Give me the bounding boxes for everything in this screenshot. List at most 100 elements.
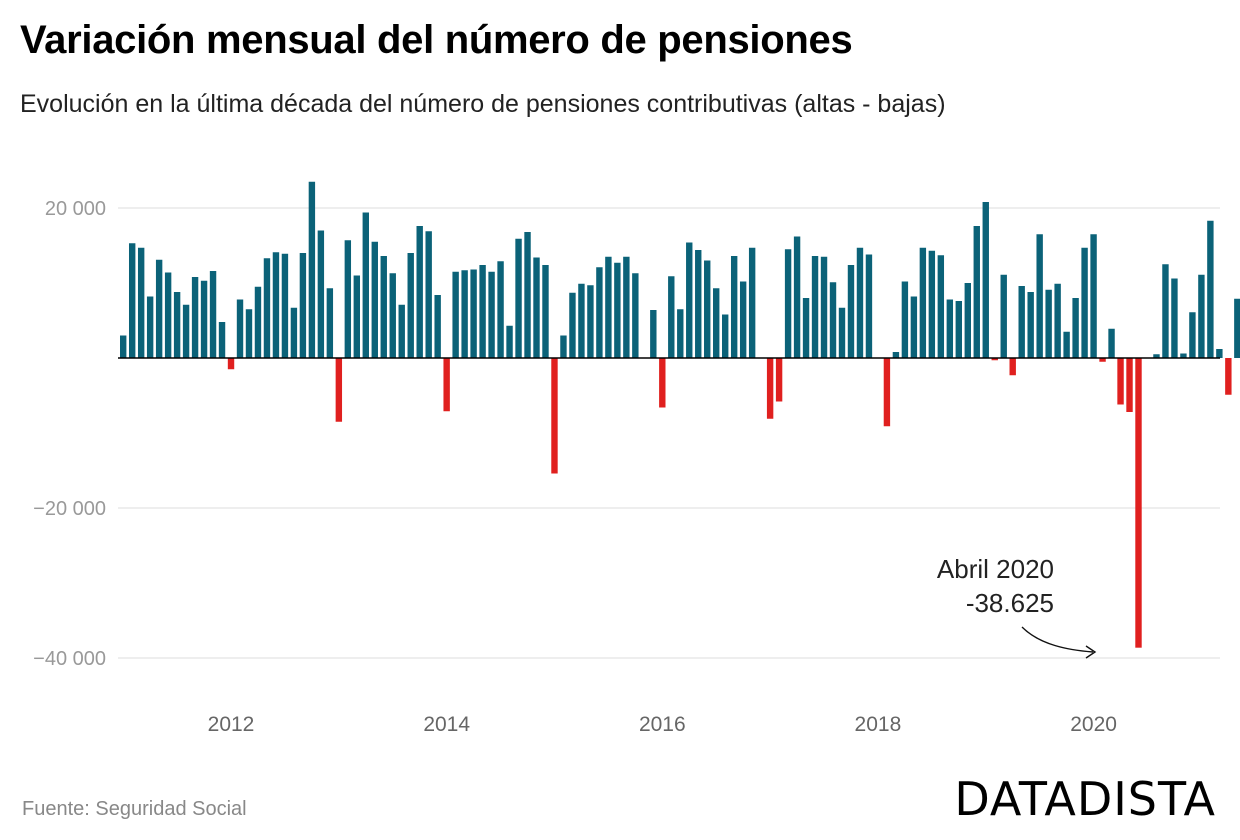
chart-subtitle: Evolución en la última década del número… xyxy=(20,90,946,118)
bar xyxy=(362,212,369,358)
bar xyxy=(263,258,271,358)
bar xyxy=(668,276,675,358)
bar xyxy=(146,296,154,358)
bar xyxy=(1171,278,1178,358)
bar xyxy=(1072,298,1079,358)
bar xyxy=(820,256,828,358)
brand-logo: DATADISTA xyxy=(954,772,1216,826)
bar xyxy=(335,358,343,422)
bar xyxy=(488,271,495,358)
bar xyxy=(137,247,145,358)
bar xyxy=(461,270,468,358)
x-tick-label: 2018 xyxy=(855,713,902,736)
annotation-arrowhead xyxy=(1085,645,1097,659)
gridlines xyxy=(118,207,1220,659)
bar xyxy=(371,241,378,358)
annotation-arrow xyxy=(1021,626,1094,653)
bar xyxy=(209,271,217,358)
bar xyxy=(560,335,567,358)
bar xyxy=(713,288,720,358)
bar xyxy=(605,256,612,358)
bar xyxy=(1234,298,1240,358)
bar xyxy=(434,295,441,358)
bar xyxy=(847,265,855,358)
bar xyxy=(1108,328,1115,358)
bar xyxy=(218,322,226,358)
bar xyxy=(739,281,747,358)
bar xyxy=(317,230,325,358)
bar xyxy=(686,242,693,358)
x-tick-label: 2014 xyxy=(423,713,470,736)
x-axis-ticks: 2012 2014 2016 2018 2020 xyxy=(208,713,1117,736)
bar xyxy=(353,275,361,358)
bar xyxy=(389,273,396,358)
bar xyxy=(245,309,253,358)
bar xyxy=(542,265,549,358)
bar xyxy=(416,226,423,358)
bar xyxy=(955,301,962,358)
bar xyxy=(793,236,801,358)
bar xyxy=(1207,220,1214,358)
bar xyxy=(1162,264,1169,358)
bar xyxy=(919,247,927,358)
bar xyxy=(704,260,711,358)
bar xyxy=(1018,286,1025,358)
bar xyxy=(425,231,432,358)
bar xyxy=(587,285,594,358)
bar xyxy=(407,253,414,358)
bar xyxy=(784,249,792,358)
bar xyxy=(470,269,477,358)
bar xyxy=(236,299,244,358)
bar xyxy=(308,181,316,358)
bar xyxy=(1009,358,1016,376)
bar xyxy=(1153,354,1160,358)
bar xyxy=(829,282,837,358)
bar xyxy=(1189,312,1196,358)
bar xyxy=(398,304,405,358)
bar xyxy=(730,256,738,358)
bar xyxy=(569,292,576,358)
bar xyxy=(1090,234,1097,358)
bar xyxy=(173,292,181,358)
bar xyxy=(811,256,819,358)
bar xyxy=(775,358,783,402)
bar xyxy=(766,358,774,419)
bar xyxy=(1126,358,1133,412)
bar xyxy=(677,309,684,358)
bar xyxy=(380,256,387,358)
bar xyxy=(1081,247,1088,358)
bar xyxy=(551,358,558,474)
annotation: Abril 2020 -38.625 xyxy=(937,554,1097,659)
bar xyxy=(596,267,603,358)
bar xyxy=(1036,234,1043,358)
y-axis-ticks: 20 000 −20 000 −40 000 xyxy=(33,198,106,670)
bar xyxy=(326,288,334,358)
bar xyxy=(281,253,289,358)
bar xyxy=(722,314,729,358)
bar xyxy=(659,358,666,408)
x-tick-label: 2020 xyxy=(1070,713,1117,736)
y-tick-label: 20 000 xyxy=(45,198,106,220)
bar xyxy=(623,256,630,358)
bar xyxy=(344,240,352,358)
bar xyxy=(1117,358,1124,405)
bar xyxy=(290,307,298,358)
bar xyxy=(973,226,980,358)
bar xyxy=(650,310,657,358)
bar xyxy=(838,307,846,358)
bar xyxy=(182,304,190,358)
bar xyxy=(883,358,891,427)
bar xyxy=(928,250,936,358)
bar xyxy=(479,265,486,358)
bar xyxy=(1000,274,1007,358)
bar xyxy=(991,358,998,361)
bar xyxy=(856,247,864,358)
bar xyxy=(506,325,513,358)
bar xyxy=(632,273,639,358)
bar xyxy=(227,358,235,370)
bar xyxy=(128,243,136,358)
x-tick-label: 2012 xyxy=(208,713,255,736)
bar xyxy=(1027,292,1034,358)
bar xyxy=(200,280,208,358)
bar xyxy=(515,238,522,358)
